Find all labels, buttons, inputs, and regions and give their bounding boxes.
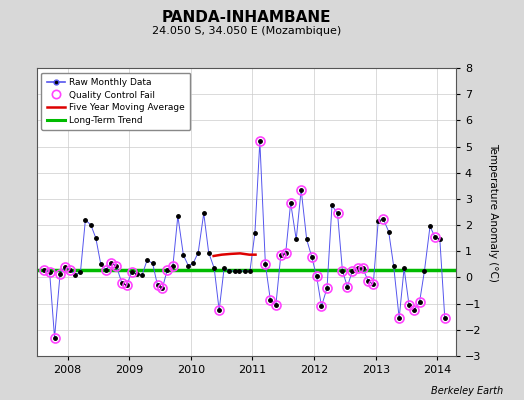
Text: Berkeley Earth: Berkeley Earth	[431, 386, 503, 396]
Text: 24.050 S, 34.050 E (Mozambique): 24.050 S, 34.050 E (Mozambique)	[151, 26, 341, 36]
Text: PANDA-INHAMBANE: PANDA-INHAMBANE	[161, 10, 331, 25]
Y-axis label: Temperature Anomaly (°C): Temperature Anomaly (°C)	[488, 142, 498, 282]
Legend: Raw Monthly Data, Quality Control Fail, Five Year Moving Average, Long-Term Tren: Raw Monthly Data, Quality Control Fail, …	[41, 72, 190, 130]
